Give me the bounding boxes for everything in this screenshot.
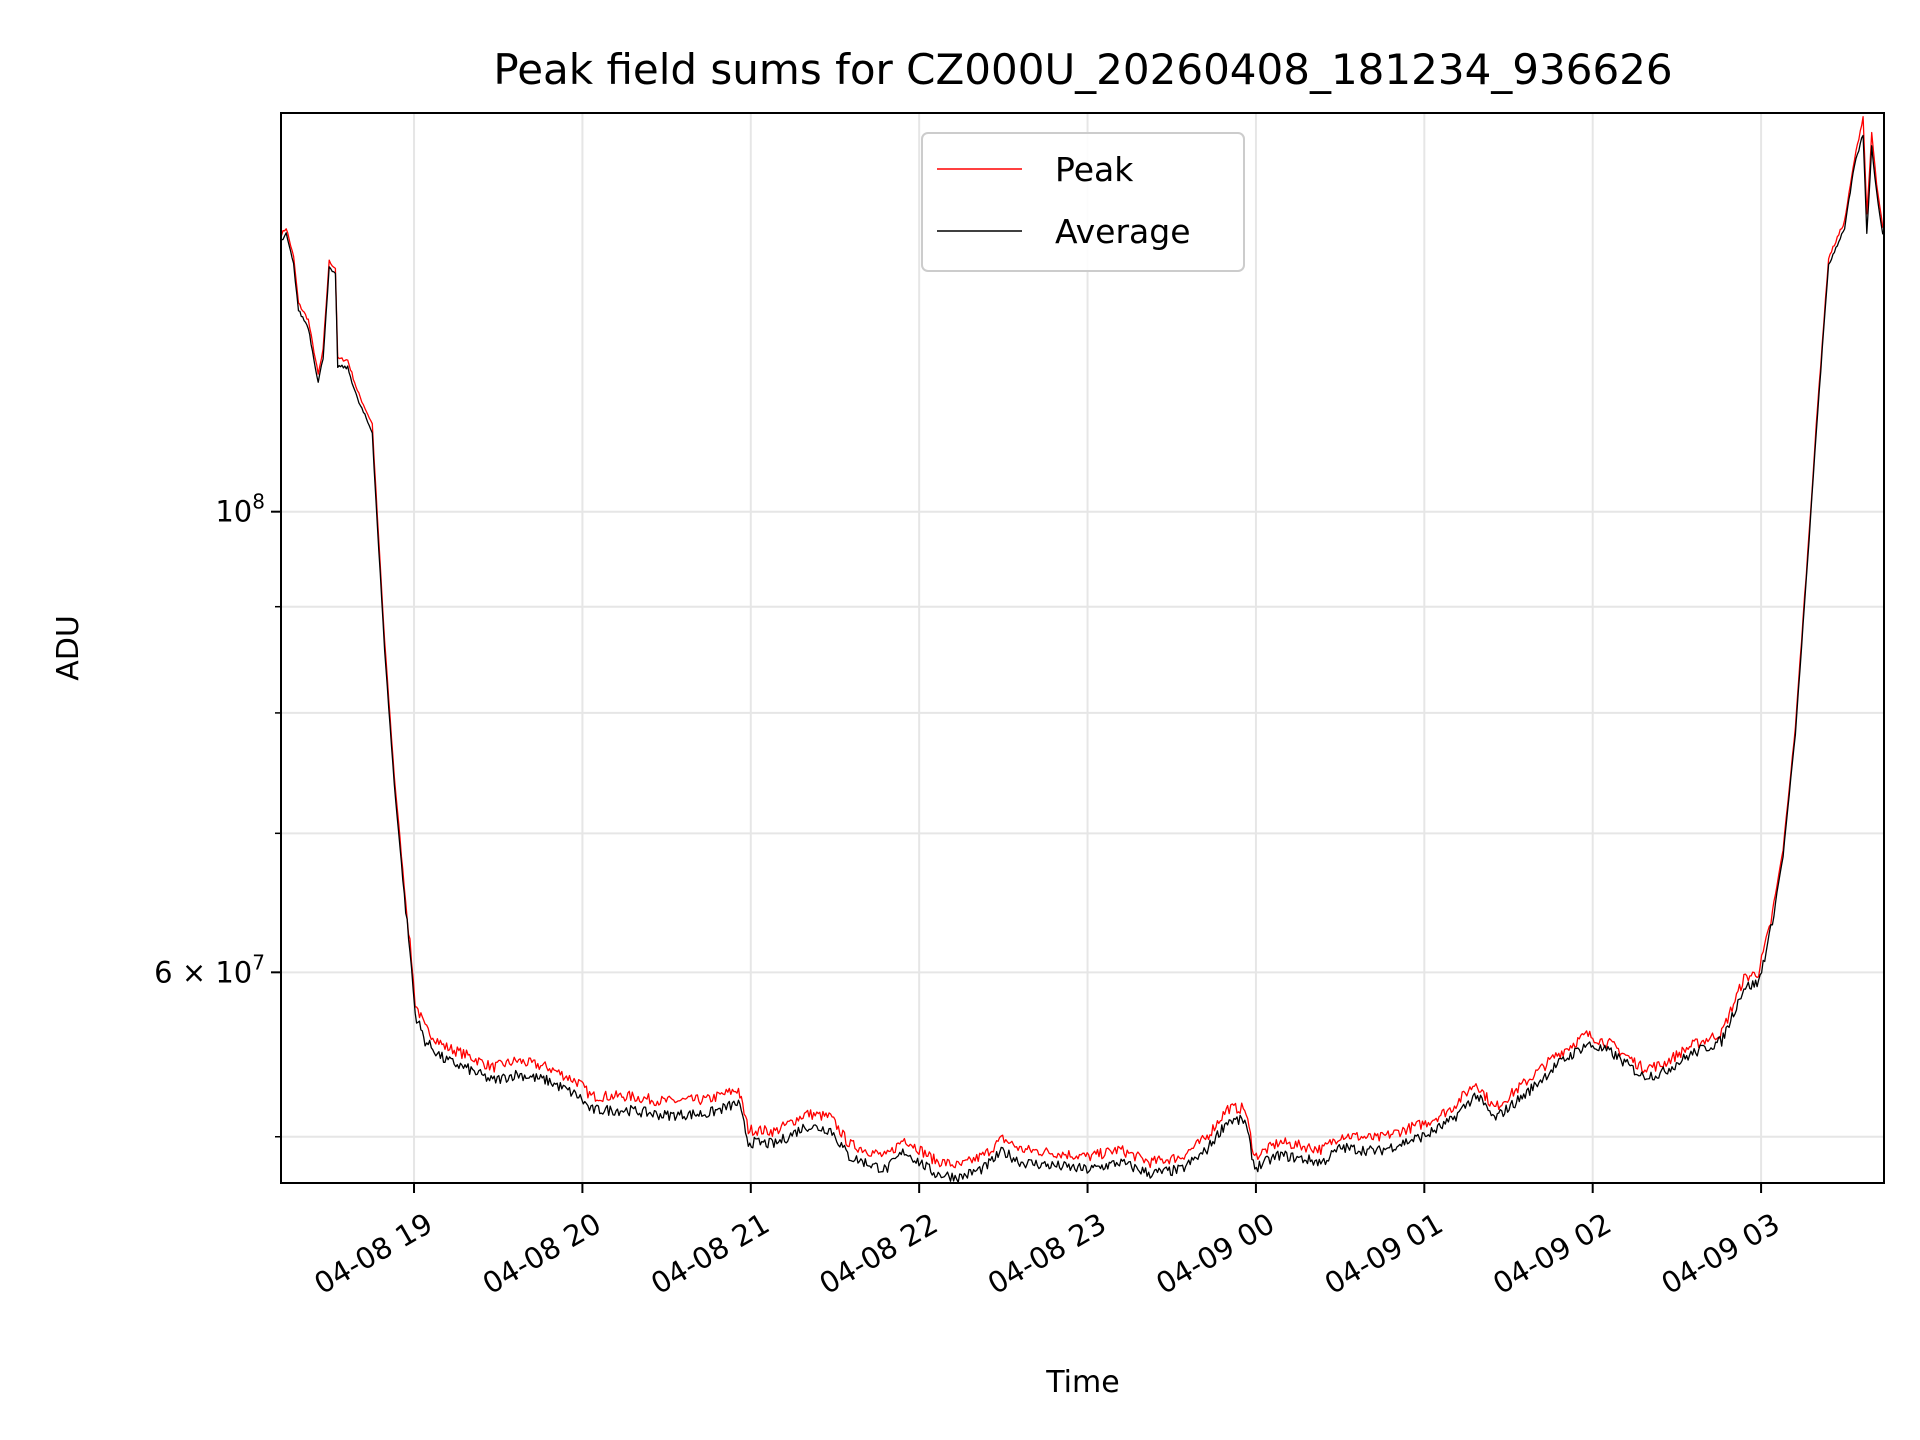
chart-title: Peak field sums for CZ000U_20260408_1812… [493,45,1672,94]
series-lines [281,115,1884,1183]
x-axis-label: Time [1045,1365,1119,1400]
legend: Peak Average [921,132,1245,272]
plot-frame [280,112,1885,1184]
legend-label-peak: Peak [1055,150,1134,189]
series-line-peak [281,115,1884,1169]
series-line-average [281,134,1884,1183]
legend-box [921,132,1245,272]
y-axis-label: ADU [51,615,86,681]
grid [281,113,1884,1183]
y-tick-label: 6 × 107 [154,950,265,989]
y-tick-label: 108 [215,490,265,529]
y-axis: 108 6 × 107 [154,490,281,1138]
legend-label-average: Average [1055,212,1191,251]
